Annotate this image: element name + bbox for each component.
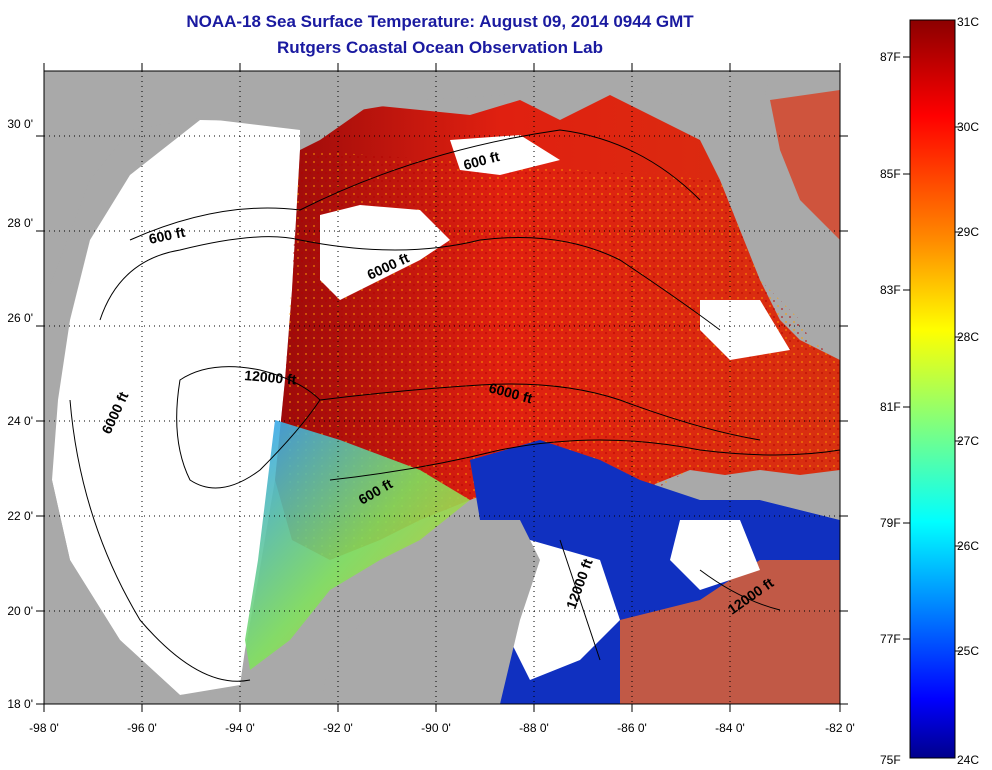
cool-water-region	[245, 420, 470, 670]
colorbar-celsius-label: 25C	[957, 644, 979, 658]
colorbar-ticks	[903, 56, 962, 652]
colorbar-fahrenheit-label: 81F	[880, 400, 901, 414]
x-tick-label: -90 0'	[421, 721, 451, 735]
colorbar-celsius-label: 31C	[957, 15, 979, 29]
y-tick-label: 20 0'	[7, 604, 33, 618]
map-title: NOAA-18 Sea Surface Temperature: August …	[186, 12, 694, 31]
colorbar-fahrenheit-label: 87F	[880, 50, 901, 64]
colorbar-fahrenheit-label: 75F	[880, 753, 901, 767]
atlantic-warm-strip	[770, 90, 840, 240]
x-tick-label: -88 0'	[519, 721, 549, 735]
colorbar-celsius-label: 27C	[957, 434, 979, 448]
cloud-patch	[510, 540, 620, 680]
contour-label: 12000 ft	[244, 367, 298, 388]
colorbar-fahrenheit-label: 85F	[880, 167, 901, 181]
map-subtitle: Rutgers Coastal Ocean Observation Lab	[277, 38, 603, 57]
plot-frame	[43, 70, 841, 705]
colorbar-celsius-label: 24C	[957, 753, 979, 767]
x-axis-ticks	[43, 63, 841, 712]
y-tick-label: 30 0'	[7, 117, 33, 131]
northern-coast-land	[44, 71, 840, 300]
yucatan-peninsula	[320, 520, 540, 704]
bathymetry-contours	[69, 129, 840, 682]
colorbar-fahrenheit-label: 79F	[880, 516, 901, 530]
colorbar-celsius-label: 30C	[957, 120, 979, 134]
contour-label: 600 ft	[147, 224, 186, 247]
y-tick-label: 22 0'	[7, 509, 33, 523]
lat-lon-grid	[44, 71, 840, 704]
colorbar-celsius-label: 28C	[957, 330, 979, 344]
colorbar-fahrenheit-label: 83F	[880, 283, 901, 297]
cloud-patch	[700, 300, 790, 360]
cloud-patch	[670, 520, 760, 590]
cloud-patch	[450, 135, 560, 175]
x-tick-label: -98 0'	[29, 721, 59, 735]
x-tick-label: -96 0'	[127, 721, 157, 735]
cloud-patch	[320, 205, 450, 300]
x-tick-label: -86 0'	[617, 721, 647, 735]
y-tick-label: 26 0'	[7, 311, 33, 325]
colorbar-celsius-label: 29C	[957, 225, 979, 239]
x-tick-label: -84 0'	[715, 721, 745, 735]
x-tick-label: -94 0'	[225, 721, 255, 735]
cuba-land	[690, 470, 840, 520]
y-tick-label: 28 0'	[7, 216, 33, 230]
colorbar-celsius-label: 26C	[957, 539, 979, 553]
y-tick-label: 24 0'	[7, 414, 33, 428]
x-tick-label: -82 0'	[825, 721, 855, 735]
colorbar-fahrenheit-label: 77F	[880, 632, 901, 646]
temperature-colorbar	[909, 19, 956, 759]
y-axis-ticks	[36, 135, 848, 705]
mexico-coast	[44, 300, 240, 704]
no-data-west	[52, 120, 300, 695]
y-tick-label: 18 0'	[7, 697, 33, 711]
x-tick-label: -92 0'	[323, 721, 353, 735]
